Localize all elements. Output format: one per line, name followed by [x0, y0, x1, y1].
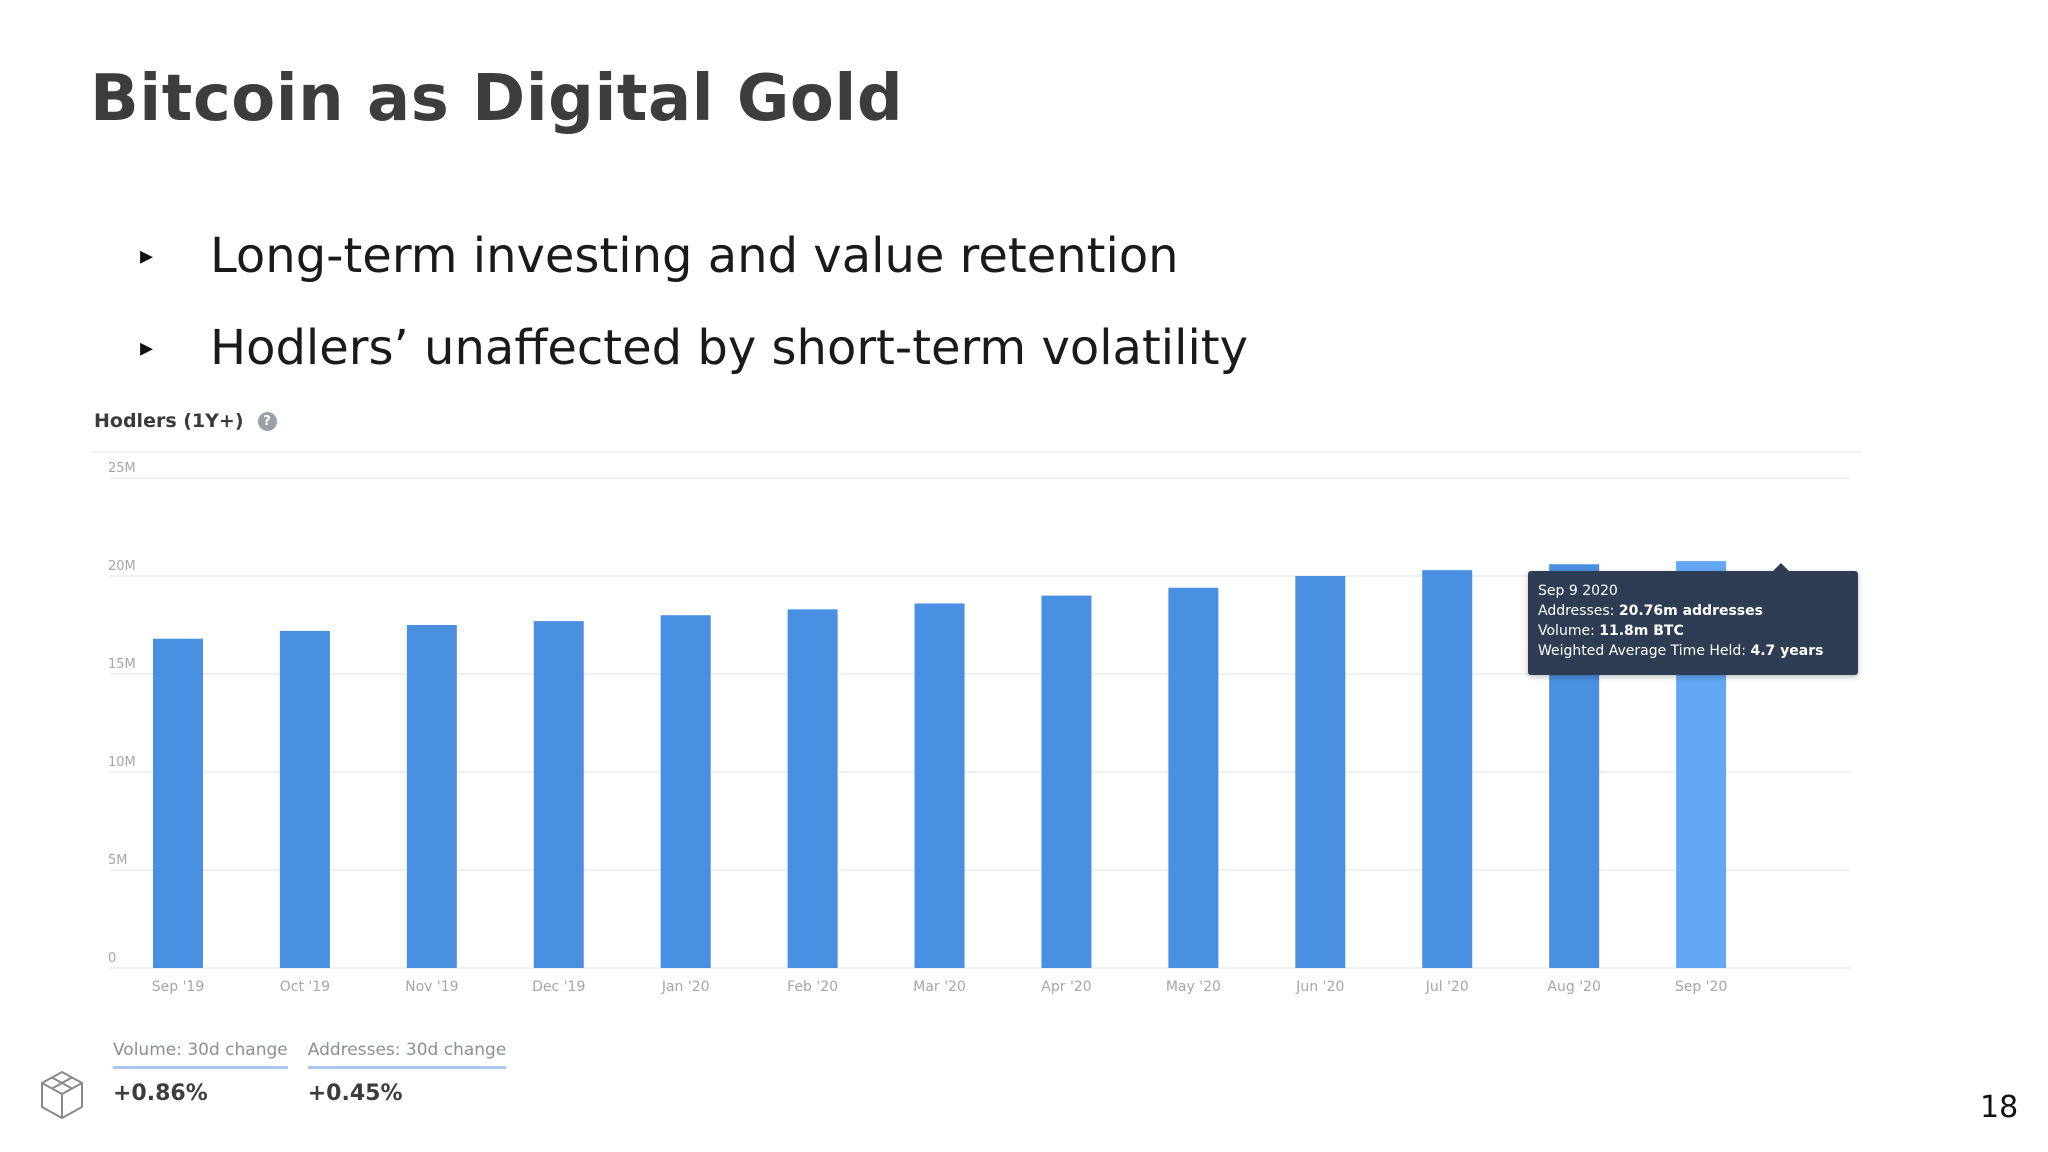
bullet-list: ▸ Long-term investing and value retentio…	[140, 210, 1248, 394]
x-tick-label: Oct '19	[280, 979, 330, 995]
x-tick-label: Sep '20	[1675, 979, 1728, 995]
x-tick-label: May '20	[1166, 979, 1221, 995]
bar[interactable]	[787, 609, 838, 968]
chart-header: Hodlers (1Y+) ?	[94, 410, 277, 432]
stat-addresses-change[interactable]: Addresses: 30d change +0.45%	[307, 1040, 507, 1106]
x-tick-label: Sep '19	[152, 979, 205, 995]
tooltip-time-held: Weighted Average Time Held: 4.7 years	[1538, 643, 1824, 659]
bullet-item: ▸ Hodlers’ unaffected by short-term vola…	[140, 302, 1248, 394]
bar[interactable]	[1041, 595, 1092, 968]
help-icon[interactable]: ?	[257, 411, 277, 431]
chart-axis-labels: 0 5M 10M 15M 20M 25M Sep '19 Oct '19 Nov '19 Dec …	[108, 461, 1727, 995]
slide-title: Bitcoin as Digital Gold	[90, 62, 904, 136]
x-tick-label: Feb '20	[787, 979, 838, 995]
chart-tooltip: Sep 9 2020 Addresses: 20.76m addresses V…	[1528, 563, 1858, 675]
x-tick-label: Jun '20	[1295, 979, 1344, 995]
bar[interactable]	[660, 615, 711, 968]
triangle-bullet-icon: ▸	[140, 333, 154, 363]
y-tick-label: 10M	[108, 755, 136, 770]
stat-volume-change[interactable]: Volume: 30d change +0.86%	[113, 1040, 288, 1106]
cube-logo-icon	[40, 1070, 84, 1124]
bar[interactable]	[406, 625, 457, 968]
y-tick-label: 20M	[108, 559, 136, 574]
stat-label: Addresses: 30d change	[307, 1040, 507, 1069]
stat-value: +0.45%	[307, 1081, 403, 1106]
bar[interactable]	[914, 603, 965, 968]
x-tick-label: Jul '20	[1425, 979, 1469, 995]
x-tick-label: Nov '19	[405, 979, 458, 995]
x-tick-label: Dec '19	[532, 979, 585, 995]
y-tick-label: 25M	[108, 461, 136, 476]
page-number: 18	[1980, 1090, 2019, 1125]
bullet-text: Hodlers’ unaffected by short-term volati…	[210, 320, 1249, 376]
stats-row: Volume: 30d change +0.86% Addresses: 30d…	[113, 1040, 526, 1106]
bar[interactable]	[1422, 570, 1473, 968]
stat-value: +0.86%	[113, 1081, 208, 1106]
stat-label: Volume: 30d change	[113, 1040, 288, 1069]
bar[interactable]	[279, 630, 330, 968]
tooltip-addresses: Addresses: 20.76m addresses	[1538, 603, 1763, 619]
tooltip-date: Sep 9 2020	[1538, 583, 1618, 599]
tooltip-volume: Volume: 11.8m BTC	[1538, 623, 1684, 639]
bullet-item: ▸ Long-term investing and value retentio…	[140, 210, 1248, 302]
x-tick-label: Jan '20	[661, 979, 710, 995]
bar[interactable]	[533, 621, 584, 968]
x-tick-label: Apr '20	[1041, 979, 1091, 995]
bar[interactable]	[153, 638, 203, 968]
y-tick-label: 5M	[108, 853, 128, 868]
y-tick-label: 15M	[108, 657, 136, 672]
x-tick-label: Aug '20	[1547, 979, 1600, 995]
chart-bars	[153, 561, 1727, 968]
y-tick-label: 0	[108, 951, 116, 966]
chart-title: Hodlers (1Y+)	[94, 410, 244, 432]
x-tick-label: Mar '20	[913, 979, 966, 995]
bar[interactable]	[1295, 576, 1346, 968]
bar[interactable]	[1168, 587, 1219, 968]
triangle-bullet-icon: ▸	[140, 241, 154, 271]
bullet-text: Long-term investing and value retention	[210, 228, 1179, 284]
